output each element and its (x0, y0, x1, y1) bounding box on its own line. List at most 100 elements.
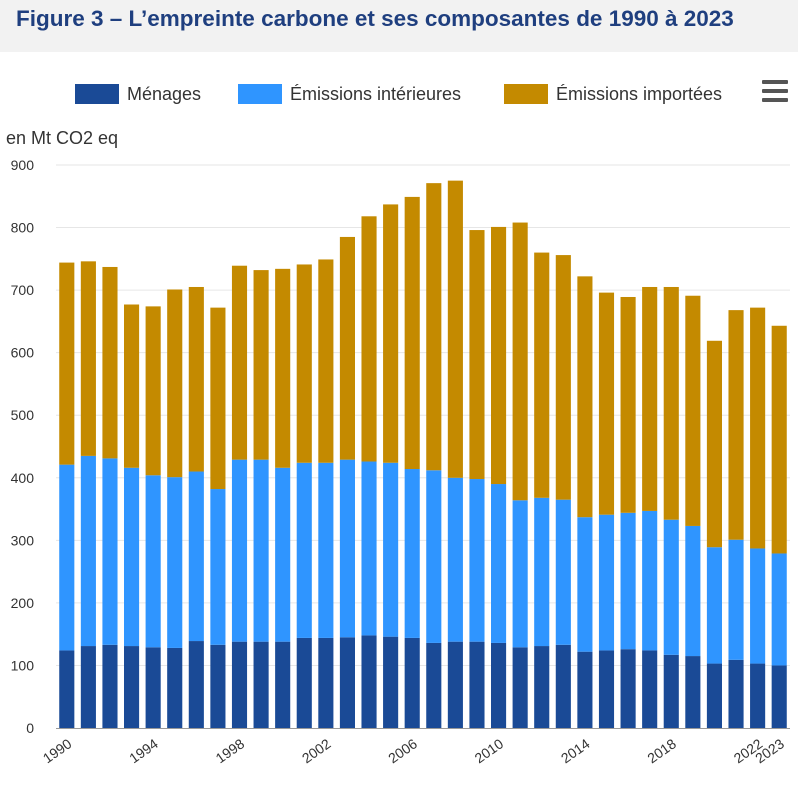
legend-label-emissions-importees: Émissions importées (556, 83, 723, 104)
bar-emissions-importees-2017 (642, 286, 658, 511)
y-tick-label-400: 400 (11, 470, 35, 486)
bar-emissions-importees-1993 (124, 304, 140, 468)
bar-emissions-importees-2005 (383, 204, 399, 463)
legend-label-emissions-interieures: Émissions intérieures (290, 83, 462, 104)
bar-emissions-importees-2016 (620, 296, 636, 513)
bar-menages-1990 (59, 650, 75, 728)
legend-item-menages[interactable]: Ménages (75, 82, 201, 106)
bar-menages-2002 (318, 637, 334, 728)
y-tick-label-600: 600 (11, 345, 35, 361)
bar-menages-1992 (102, 644, 118, 728)
bar-emissions-importees-1995 (167, 289, 183, 478)
bar-emissions-interieures-1997 (210, 489, 226, 645)
bar-emissions-importees-1999 (253, 270, 269, 460)
bar-emissions-interieures-2012 (534, 497, 550, 647)
y-tick-label-900: 900 (11, 157, 35, 173)
bar-menages-2008 (447, 641, 463, 728)
bar-emissions-importees-1996 (188, 286, 204, 472)
bar-emissions-importees-1998 (231, 265, 248, 460)
bar-menages-2005 (383, 636, 399, 728)
bar-emissions-interieures-2015 (598, 514, 615, 651)
bar-emissions-importees-1990 (59, 262, 75, 465)
bar-menages-1991 (80, 646, 96, 728)
bar-emissions-interieures-2009 (469, 479, 485, 642)
bar-emissions-interieures-2022 (750, 548, 766, 664)
bar-emissions-interieures-1991 (80, 455, 96, 647)
bar-emissions-importees-1992 (102, 266, 118, 459)
bar-emissions-interieures-1994 (145, 475, 161, 648)
bar-emissions-interieures-2014 (577, 517, 593, 652)
bar-menages-2010 (491, 642, 507, 728)
bar-menages-1993 (124, 646, 140, 728)
bar-emissions-interieures-2013 (555, 499, 571, 645)
x-tick-label-1990: 1990 (40, 735, 75, 766)
legend-swatch-emissions-interieures (238, 84, 282, 104)
bar-menages-2006 (404, 637, 420, 728)
bar-emissions-importees-2018 (663, 286, 679, 520)
bar-emissions-interieures-2006 (404, 469, 420, 638)
bar-emissions-importees-2020 (706, 340, 722, 548)
bar-emissions-interieures-2004 (361, 461, 377, 636)
bar-emissions-interieures-1999 (253, 459, 269, 642)
bar-emissions-importees-2021 (728, 310, 744, 540)
bar-menages-2001 (296, 637, 312, 728)
bar-emissions-interieures-1993 (124, 467, 140, 647)
bar-menages-2019 (685, 656, 701, 728)
bar-emissions-importees-2010 (491, 226, 507, 485)
bar-emissions-importees-2009 (469, 230, 485, 480)
bar-menages-2018 (663, 654, 679, 728)
bar-emissions-importees-2015 (598, 292, 615, 515)
bar-emissions-importees-1994 (145, 306, 161, 476)
bar-emissions-interieures-2019 (685, 525, 701, 657)
bar-emissions-importees-1997 (210, 307, 226, 490)
legend-item-emissions-importees[interactable]: Émissions importées (504, 82, 722, 106)
bar-emissions-interieures-1995 (167, 477, 183, 648)
bar-menages-2009 (469, 641, 485, 728)
bar-emissions-importees-2002 (318, 259, 334, 463)
bar-emissions-importees-1991 (80, 261, 96, 456)
x-tick-label-2014: 2014 (558, 735, 593, 766)
bar-menages-2003 (339, 637, 355, 728)
y-tick-label-200: 200 (11, 595, 35, 611)
legend-swatch-emissions-importees (504, 84, 548, 104)
y-tick-label-800: 800 (11, 220, 35, 236)
y-tick-label-700: 700 (11, 282, 35, 298)
bar-emissions-importees-2008 (447, 180, 463, 478)
bar-menages-2014 (577, 651, 593, 728)
bar-menages-2007 (426, 642, 442, 728)
bar-menages-2000 (275, 641, 291, 728)
bar-emissions-interieures-2008 (447, 477, 463, 642)
bar-emissions-interieures-2001 (296, 462, 312, 638)
hamburger-menu-icon[interactable] (762, 80, 790, 102)
bar-menages-1997 (210, 644, 226, 728)
bar-emissions-interieures-2021 (728, 539, 744, 660)
bar-emissions-interieures-2003 (339, 459, 355, 638)
bar-emissions-importees-2006 (404, 196, 420, 470)
bar-emissions-interieures-2023 (771, 553, 787, 666)
bar-emissions-interieures-2018 (663, 519, 679, 655)
legend-label-menages: Ménages (127, 83, 202, 104)
bar-emissions-importees-2013 (555, 255, 571, 500)
bar-emissions-interieures-2002 (318, 462, 334, 638)
bar-emissions-importees-2000 (275, 268, 291, 468)
legend-item-emissions-interieures[interactable]: Émissions intérieures (238, 82, 461, 106)
bar-emissions-importees-2004 (361, 216, 377, 462)
x-tick-label-2002: 2002 (299, 735, 334, 766)
y-tick-label-0: 0 (26, 720, 34, 736)
y-tick-label-500: 500 (11, 407, 35, 423)
x-tick-label-2018: 2018 (644, 735, 679, 766)
x-tick-label-2010: 2010 (472, 735, 507, 766)
bar-emissions-importees-2003 (339, 236, 355, 460)
bar-emissions-importees-2007 (426, 183, 442, 471)
bar-emissions-importees-2011 (512, 222, 528, 501)
bar-menages-1998 (231, 641, 248, 728)
bar-menages-1994 (145, 647, 161, 728)
bar-menages-2013 (555, 644, 571, 728)
bar-emissions-importees-2019 (685, 295, 701, 526)
bar-menages-2012 (534, 646, 550, 728)
chart-title: Figure 3 – L’empreinte carbone et ses co… (16, 6, 734, 31)
bar-emissions-interieures-2011 (512, 500, 528, 648)
bar-menages-1999 (253, 641, 269, 728)
bar-menages-1995 (167, 647, 183, 728)
